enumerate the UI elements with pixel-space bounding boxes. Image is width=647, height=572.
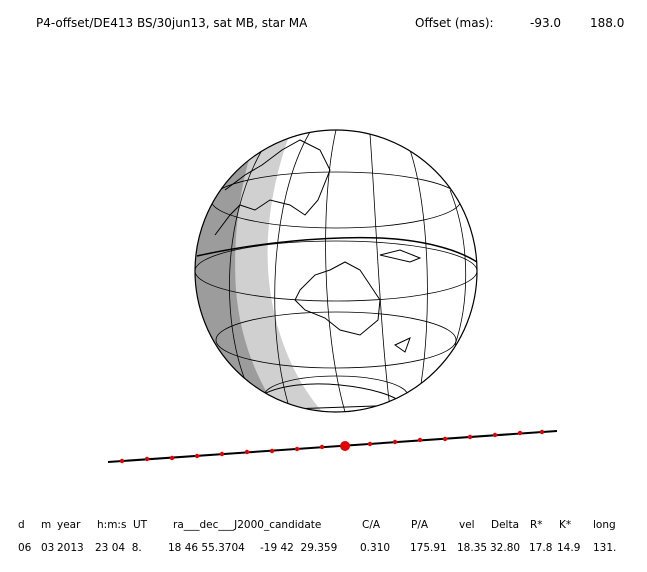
table-cell: 06: [18, 542, 32, 554]
column-header: year: [57, 519, 81, 531]
map-title: P4-offset/DE413 BS/30jun13, sat MB, star…: [36, 16, 308, 30]
offset-dec: 188.0: [590, 16, 624, 30]
event-table: d m year h:m:s UT ra___dec___J2000_candidate C…: [18, 519, 616, 554]
column-header: ra___dec___J2000_candidate: [173, 519, 321, 531]
column-header: P/A: [411, 519, 429, 531]
table-cell: 03: [41, 542, 54, 554]
globe: [194, 129, 478, 413]
table-cell: 175.91: [410, 542, 447, 554]
table-cell: -19 42 29.359: [260, 542, 337, 554]
table-cell: 17.8: [529, 542, 552, 554]
column-header: long: [593, 519, 616, 531]
column-header: UT: [133, 519, 148, 531]
table-cell: 23 04 8.: [95, 542, 142, 554]
table-cell: 32.80: [490, 542, 520, 554]
column-header: d: [18, 519, 25, 531]
offset-ra: -93.0: [530, 16, 561, 30]
column-header: Delta: [491, 519, 519, 531]
column-header: R*: [530, 519, 543, 531]
column-header: C/A: [362, 519, 381, 531]
column-header: K*: [559, 519, 571, 531]
offset-label: Offset (mas):: [415, 16, 494, 30]
column-header: h:m:s: [97, 519, 126, 531]
column-header: m: [41, 519, 51, 531]
table-cell: 18 46 55.3704: [168, 542, 245, 554]
table-cell: 14.9: [557, 542, 580, 554]
table-cell: 0.310: [360, 542, 390, 554]
table-cell: 131.: [593, 542, 616, 554]
shadow-path: [107, 429, 558, 464]
table-cell: 18.35: [457, 542, 487, 554]
table-cell: 2013: [57, 542, 84, 554]
column-header: vel: [459, 519, 475, 531]
